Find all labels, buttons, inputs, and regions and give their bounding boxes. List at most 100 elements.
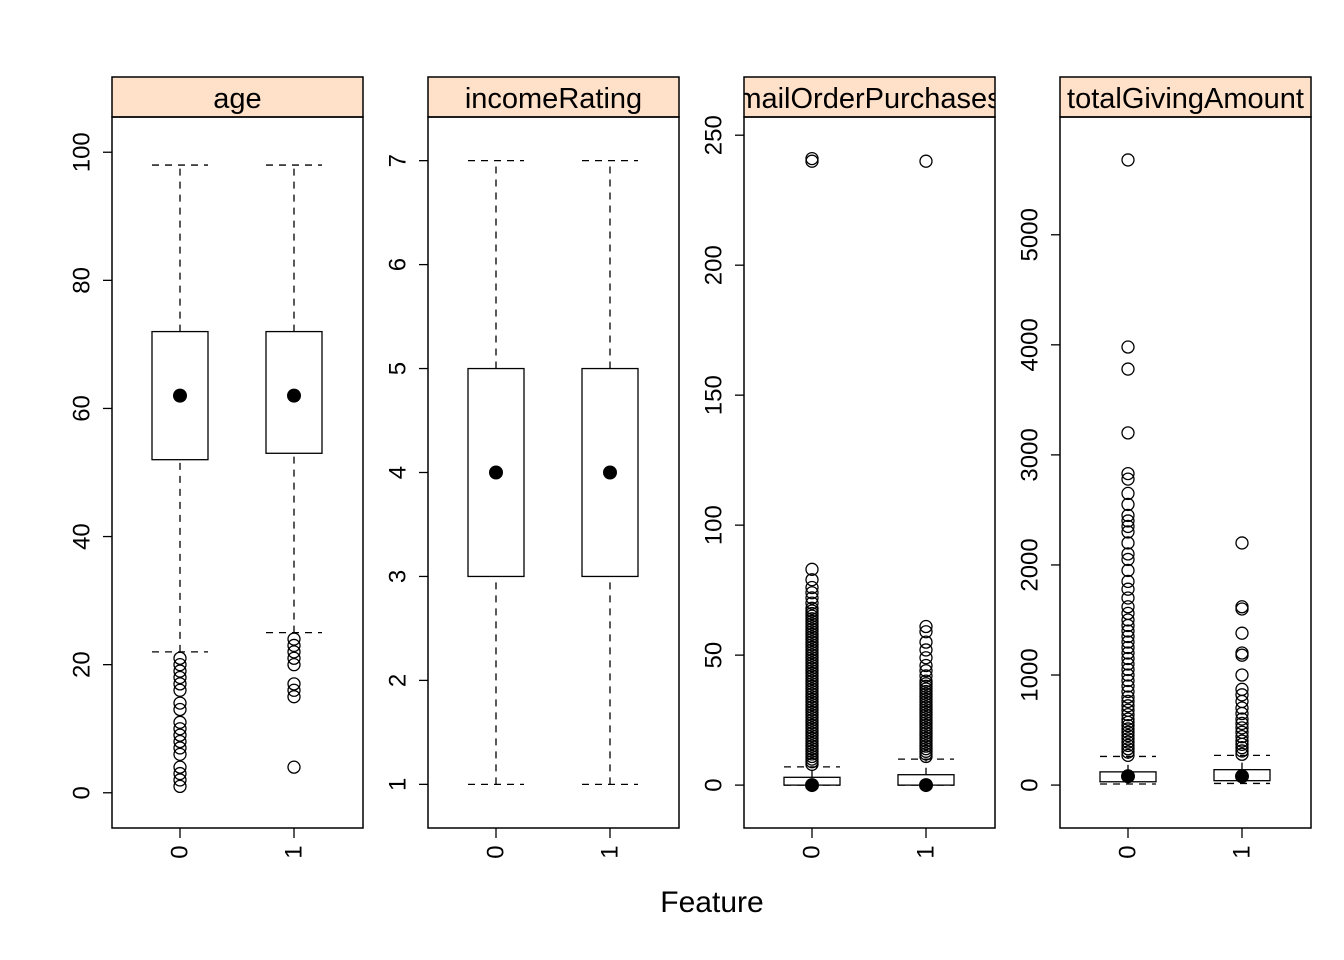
y-tick-label: 2 — [385, 674, 412, 687]
x-tick-label: 0 — [799, 845, 826, 858]
outlier-point — [1121, 466, 1135, 481]
outlier-point — [1235, 646, 1249, 660]
outlier-point — [805, 154, 819, 168]
x-tick-label: 1 — [281, 845, 308, 858]
outlier-point — [1235, 744, 1249, 758]
strip-age — [111, 76, 364, 118]
strip-mailOrderPurchases — [743, 76, 996, 118]
y-tick-label: 1 — [385, 778, 412, 791]
y-tick-label: 1000 — [1017, 648, 1044, 701]
outlier-point — [1121, 153, 1135, 167]
outlier-point — [1121, 640, 1135, 655]
outlier-point — [805, 580, 819, 595]
outlier-point — [173, 702, 187, 717]
outlier-point — [1121, 703, 1135, 717]
outlier-point — [1121, 728, 1135, 743]
panel-age: age 0 20 40 60 80 100 0 1 — [69, 76, 364, 859]
outlier-point — [173, 773, 187, 787]
y-tick-label: 5000 — [1017, 208, 1044, 261]
outlier-point — [919, 658, 933, 673]
outlier-point — [1121, 668, 1135, 682]
outlier-point — [1235, 682, 1249, 696]
outlier-point — [287, 690, 301, 704]
outlier-point — [1121, 547, 1135, 561]
y-tick-label: 3 — [385, 570, 412, 583]
y-tick-label: 80 — [69, 267, 96, 294]
outlier-point — [1121, 673, 1135, 688]
outlier-point — [1121, 552, 1135, 567]
outlier-point — [1121, 707, 1135, 722]
outlier-point — [919, 154, 933, 168]
outlier-point — [1121, 725, 1135, 739]
plot-frame — [1059, 116, 1312, 829]
x-tick-label: 1 — [1229, 845, 1256, 858]
outlier-point — [1235, 741, 1249, 755]
panel-title: age — [213, 83, 261, 115]
plot-frame — [111, 116, 364, 829]
outlier-point — [1121, 606, 1135, 621]
outlier-point — [919, 625, 933, 639]
outlier-point — [1121, 472, 1135, 486]
outlier-point — [1121, 732, 1135, 746]
outlier-point — [805, 562, 819, 576]
outlier-point — [1121, 340, 1135, 354]
outlier-point — [1235, 701, 1249, 715]
outlier-point — [1121, 712, 1135, 726]
outlier-point — [1121, 694, 1135, 709]
outlier-point — [1121, 629, 1135, 644]
y-tick-label: 60 — [69, 395, 96, 422]
y-tick-label: 0 — [701, 778, 728, 791]
outlier-point — [173, 664, 187, 678]
outlier-point — [1121, 684, 1135, 699]
outlier-point — [1121, 613, 1135, 627]
outlier-point — [1121, 748, 1135, 763]
outlier-point — [173, 658, 187, 672]
y-tick-label: 7 — [385, 154, 412, 167]
y-tick-label: 6 — [385, 258, 412, 271]
outlier-point — [1235, 729, 1249, 744]
outlier-point — [1121, 519, 1135, 534]
outlier-point — [1235, 721, 1249, 735]
y-tick-label: 0 — [69, 786, 96, 799]
outlier-point — [1121, 525, 1135, 539]
median-dot — [287, 388, 301, 403]
y-tick-label: 2000 — [1017, 538, 1044, 591]
outlier-point — [1121, 514, 1135, 528]
outlier-point — [173, 651, 187, 665]
y-tick-label: 250 — [701, 115, 728, 155]
outlier-point — [173, 728, 187, 742]
outlier-point — [287, 760, 301, 774]
outlier-point — [1235, 668, 1249, 682]
outlier-point — [1121, 679, 1135, 693]
box-0 — [467, 160, 525, 785]
y-tick-label: 5 — [385, 362, 412, 375]
x-tick-label: 0 — [1115, 845, 1142, 858]
median-dot — [805, 778, 819, 793]
outlier-point — [173, 696, 187, 710]
outlier-point — [919, 619, 933, 634]
median-dot — [603, 465, 617, 480]
outlier-point — [287, 638, 301, 653]
outlier-point — [919, 674, 933, 688]
plot-frame — [743, 116, 996, 829]
x-tick-label: 0 — [167, 845, 194, 858]
outlier-point — [919, 651, 933, 665]
outlier-point — [1121, 745, 1135, 759]
outlier-point — [1235, 626, 1249, 640]
outlier-point — [805, 573, 819, 587]
outlier-point — [1121, 735, 1135, 749]
outlier-point — [1121, 582, 1135, 596]
outlier-point — [1235, 716, 1249, 731]
outlier-point — [1121, 718, 1135, 733]
median-dot — [919, 778, 933, 793]
outlier-point — [1121, 690, 1135, 704]
outlier-point — [1121, 426, 1135, 440]
outlier-point — [173, 722, 187, 736]
outlier-point — [1121, 362, 1135, 376]
box-1 — [581, 160, 639, 785]
outlier-point — [287, 677, 301, 691]
outlier-point — [805, 596, 819, 610]
outlier-point — [1121, 508, 1135, 523]
